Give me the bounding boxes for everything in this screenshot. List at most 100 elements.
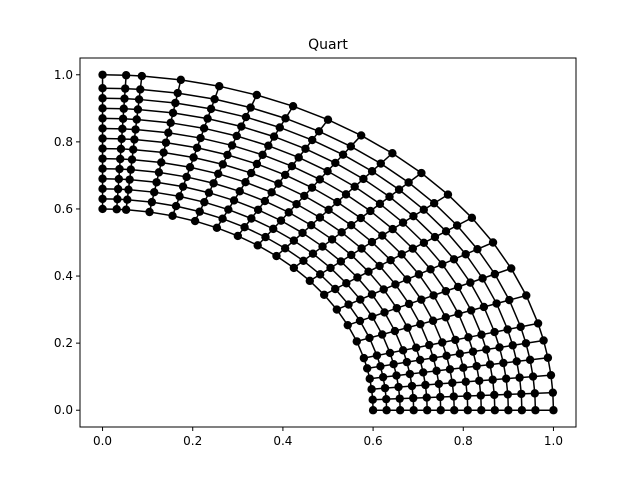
mesh-point bbox=[376, 159, 385, 168]
mesh-point bbox=[416, 319, 425, 329]
mesh-point bbox=[368, 406, 378, 415]
mesh-point bbox=[403, 323, 412, 332]
mesh-point bbox=[98, 83, 107, 93]
mesh-point bbox=[307, 183, 317, 192]
mesh-point bbox=[507, 264, 516, 273]
mesh-point bbox=[252, 159, 262, 169]
mesh-point bbox=[490, 406, 500, 415]
mesh-point bbox=[190, 216, 200, 226]
mesh-point bbox=[284, 208, 293, 217]
mesh-point bbox=[332, 305, 342, 314]
mesh-point bbox=[452, 221, 462, 230]
mesh-point bbox=[434, 379, 444, 389]
mesh-point bbox=[253, 205, 263, 214]
mesh-point bbox=[98, 174, 107, 183]
mesh-point bbox=[380, 308, 389, 317]
mesh-point bbox=[517, 406, 527, 415]
mesh-point bbox=[168, 211, 177, 221]
mesh-point bbox=[533, 319, 543, 328]
mesh-point bbox=[307, 221, 316, 230]
mesh-point bbox=[429, 199, 439, 208]
mesh-point bbox=[133, 105, 143, 114]
mesh-point bbox=[196, 133, 205, 143]
mesh-point bbox=[367, 290, 377, 299]
mesh-point bbox=[394, 185, 404, 194]
mesh-point bbox=[127, 155, 137, 164]
mesh-point bbox=[113, 184, 123, 194]
mesh-point bbox=[365, 333, 374, 343]
mesh-point bbox=[260, 196, 270, 206]
mesh-point bbox=[258, 150, 267, 160]
mesh-point bbox=[425, 340, 434, 350]
mesh-point bbox=[372, 351, 382, 360]
mesh-point bbox=[98, 144, 107, 153]
mesh-point bbox=[281, 114, 290, 123]
mesh-point bbox=[495, 343, 504, 352]
mesh-point bbox=[327, 235, 337, 244]
mesh-point bbox=[441, 313, 450, 322]
mesh-point bbox=[386, 255, 395, 265]
mesh-point bbox=[182, 172, 191, 182]
mesh-point bbox=[459, 363, 468, 372]
mesh-point bbox=[376, 362, 385, 371]
mesh-point bbox=[269, 132, 279, 141]
mesh-point bbox=[168, 108, 178, 118]
mesh-point bbox=[546, 370, 556, 380]
mesh-point bbox=[528, 372, 538, 381]
mesh-point bbox=[152, 178, 161, 187]
mesh-point bbox=[280, 244, 290, 253]
mesh-point bbox=[121, 84, 130, 93]
y-tick-label: 0.0 bbox=[54, 403, 73, 417]
mesh-point bbox=[531, 406, 540, 415]
x-tick-label: 0.6 bbox=[364, 434, 383, 448]
y-tick-label: 1.0 bbox=[54, 68, 73, 82]
mesh-point bbox=[147, 197, 157, 207]
mesh-point bbox=[233, 231, 243, 241]
mesh-point bbox=[112, 205, 121, 214]
mesh-point bbox=[445, 365, 455, 374]
mesh-point bbox=[382, 394, 391, 404]
mesh-point bbox=[331, 284, 340, 294]
plot-frame bbox=[79, 57, 577, 428]
mesh-point bbox=[240, 223, 249, 232]
mesh-point bbox=[308, 249, 318, 258]
mesh-point bbox=[450, 406, 459, 415]
mesh-point bbox=[461, 250, 470, 259]
mesh-point bbox=[301, 144, 310, 153]
mesh-point bbox=[200, 197, 209, 207]
mesh-point bbox=[199, 124, 209, 133]
mesh-point bbox=[98, 124, 107, 133]
mesh-point bbox=[98, 134, 107, 143]
mesh-point bbox=[287, 162, 297, 171]
mesh-point bbox=[490, 269, 500, 279]
mesh-point bbox=[215, 82, 224, 91]
mesh-point bbox=[350, 182, 359, 191]
mesh-point bbox=[368, 395, 377, 404]
mesh-point bbox=[359, 353, 369, 363]
mesh-point bbox=[124, 185, 133, 194]
mesh-point bbox=[212, 223, 222, 233]
mesh-point bbox=[365, 374, 374, 383]
mesh-arc-line bbox=[102, 188, 401, 411]
mesh-point bbox=[492, 299, 501, 308]
mesh-point bbox=[394, 382, 403, 392]
mesh-point bbox=[388, 149, 397, 158]
mesh-arc-line bbox=[102, 127, 483, 411]
mesh-point bbox=[517, 389, 526, 399]
mesh-point bbox=[113, 194, 122, 204]
mesh-point bbox=[463, 391, 472, 401]
mesh-point bbox=[356, 295, 365, 304]
mesh-point bbox=[117, 134, 126, 144]
mesh-point bbox=[463, 406, 472, 415]
mesh-point bbox=[442, 351, 451, 361]
mesh-point bbox=[175, 192, 184, 201]
mesh-point bbox=[426, 265, 435, 274]
mesh-point bbox=[543, 353, 553, 362]
mesh-point bbox=[367, 167, 377, 176]
mesh-point bbox=[136, 85, 145, 94]
mesh-point bbox=[137, 71, 147, 81]
mesh-point bbox=[366, 206, 375, 216]
mesh-point bbox=[274, 179, 283, 188]
